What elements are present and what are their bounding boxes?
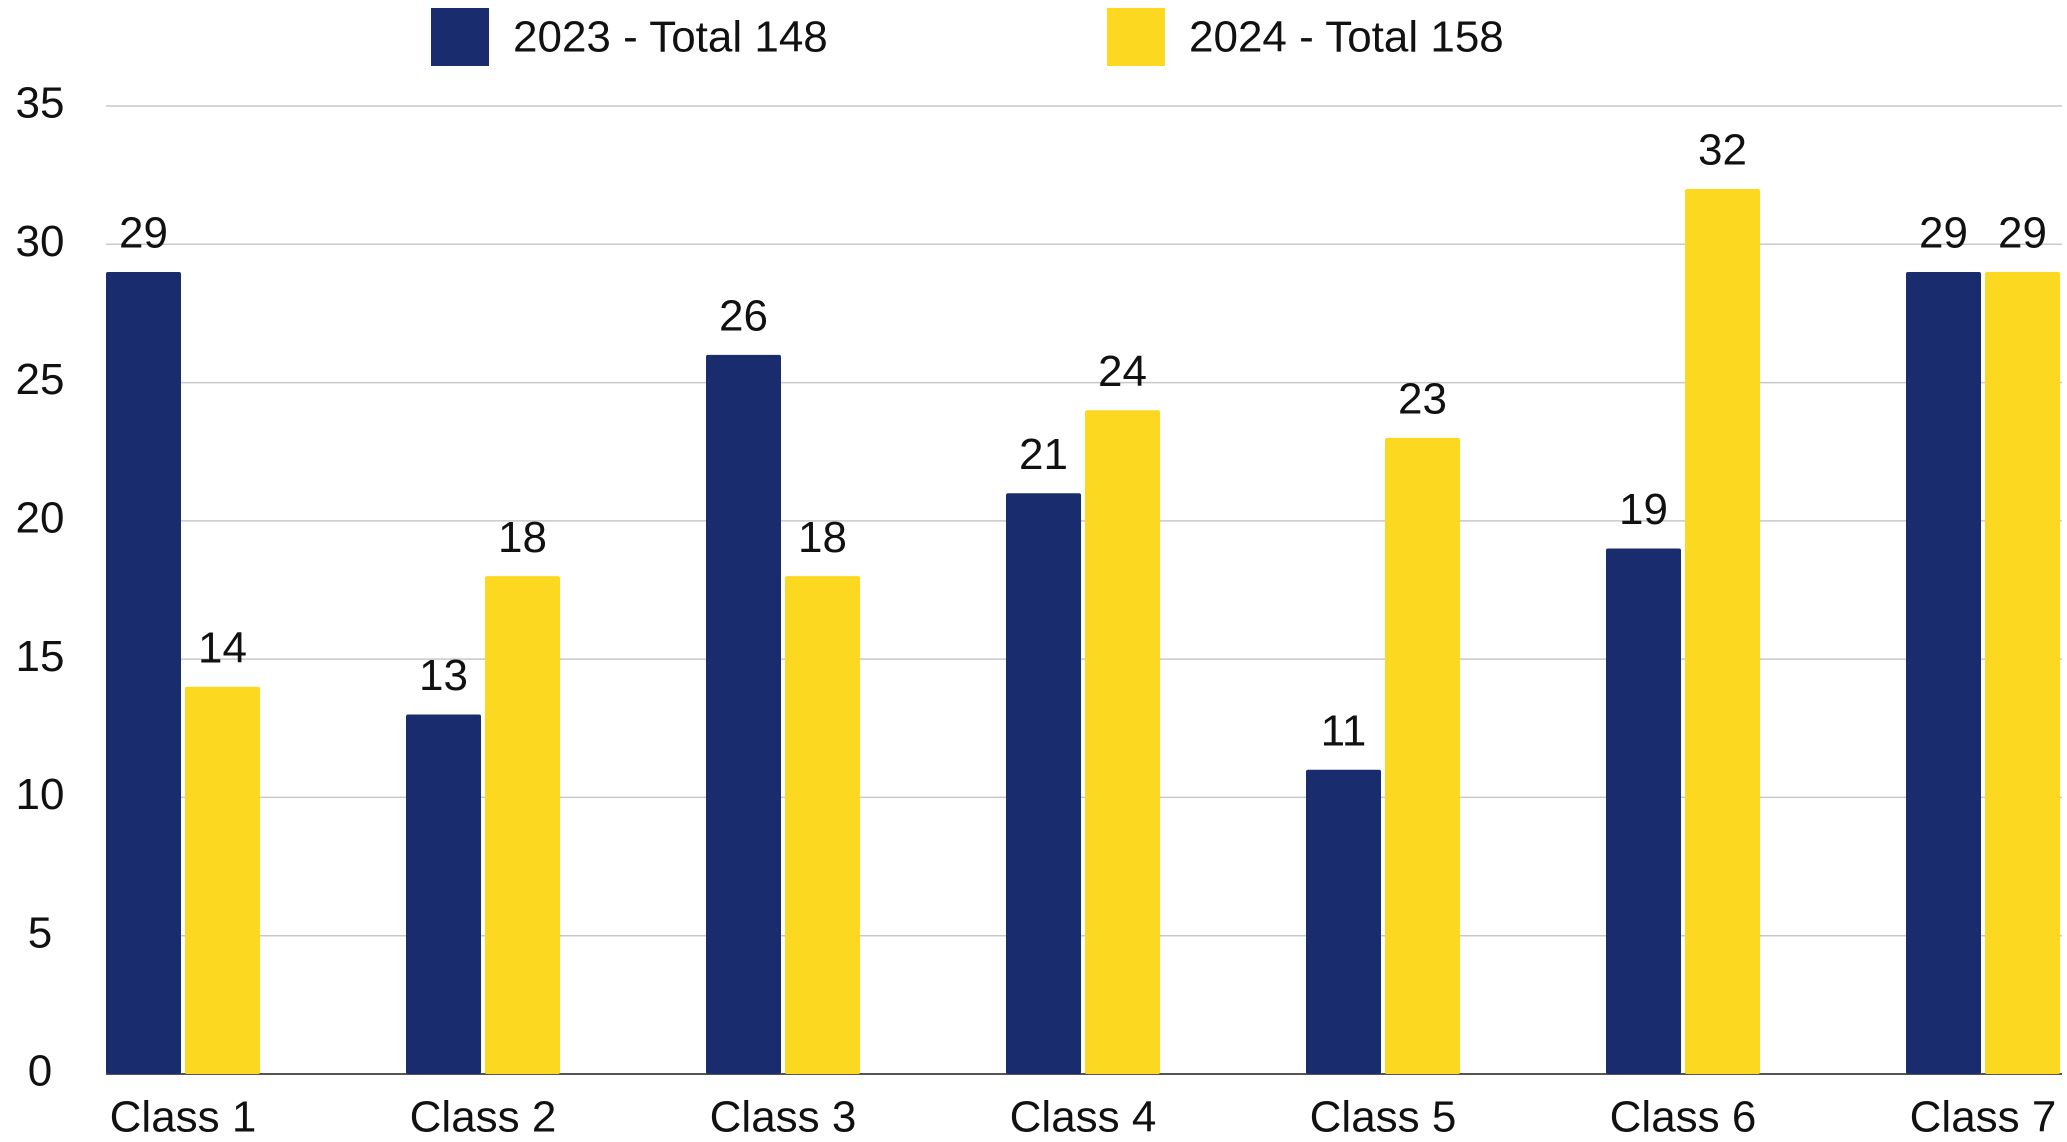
data-label: 14 <box>198 623 247 672</box>
y-tick-label: 20 <box>16 493 65 542</box>
legend-swatch <box>1107 8 1165 66</box>
x-tick-label: Class 1 <box>110 1093 257 1142</box>
data-label: 23 <box>1398 375 1447 424</box>
y-tick-label: 0 <box>28 1047 52 1096</box>
bar <box>185 686 260 1074</box>
bar <box>106 271 181 1074</box>
data-label: 21 <box>1019 430 1068 479</box>
bar <box>1985 271 2060 1074</box>
data-label: 11 <box>1321 706 1367 755</box>
bar <box>406 714 481 1074</box>
y-tick-label: 30 <box>16 217 65 266</box>
data-label: 29 <box>1998 209 2047 258</box>
legend-label: 2023 - Total 148 <box>513 13 828 62</box>
y-tick-label: 15 <box>16 632 65 681</box>
bar <box>1385 437 1460 1074</box>
data-label: 19 <box>1619 485 1668 534</box>
x-tick-label: Class 5 <box>1310 1093 1457 1142</box>
bar <box>1606 548 1681 1074</box>
bar <box>1906 271 1981 1074</box>
data-label: 13 <box>419 651 468 700</box>
data-label: 18 <box>798 513 847 562</box>
x-tick-label: Class 4 <box>1010 1093 1157 1142</box>
data-label: 32 <box>1698 126 1747 175</box>
y-tick-label: 10 <box>16 770 65 819</box>
data-label: 29 <box>119 209 168 258</box>
y-tick-label: 25 <box>16 355 65 404</box>
x-tick-label: Class 3 <box>710 1093 857 1142</box>
bar <box>706 354 781 1074</box>
bar <box>1006 493 1081 1074</box>
bar <box>1306 769 1381 1074</box>
data-label: 26 <box>719 292 768 341</box>
y-tick-label: 35 <box>16 79 65 128</box>
x-tick-label: Class 6 <box>1610 1093 1757 1142</box>
data-label: 29 <box>1919 209 1968 258</box>
data-label: 24 <box>1098 347 1147 396</box>
legend-swatch <box>431 8 489 66</box>
x-tick-label: Class 2 <box>410 1093 557 1142</box>
data-label: 18 <box>498 513 547 562</box>
legend-label: 2024 - Total 158 <box>1189 13 1504 62</box>
bar <box>1085 410 1160 1074</box>
bar <box>485 576 560 1074</box>
bar <box>1685 188 1760 1074</box>
bar <box>785 576 860 1074</box>
y-tick-label: 5 <box>28 908 52 957</box>
x-tick-label: Class 7 <box>1910 1093 2057 1142</box>
